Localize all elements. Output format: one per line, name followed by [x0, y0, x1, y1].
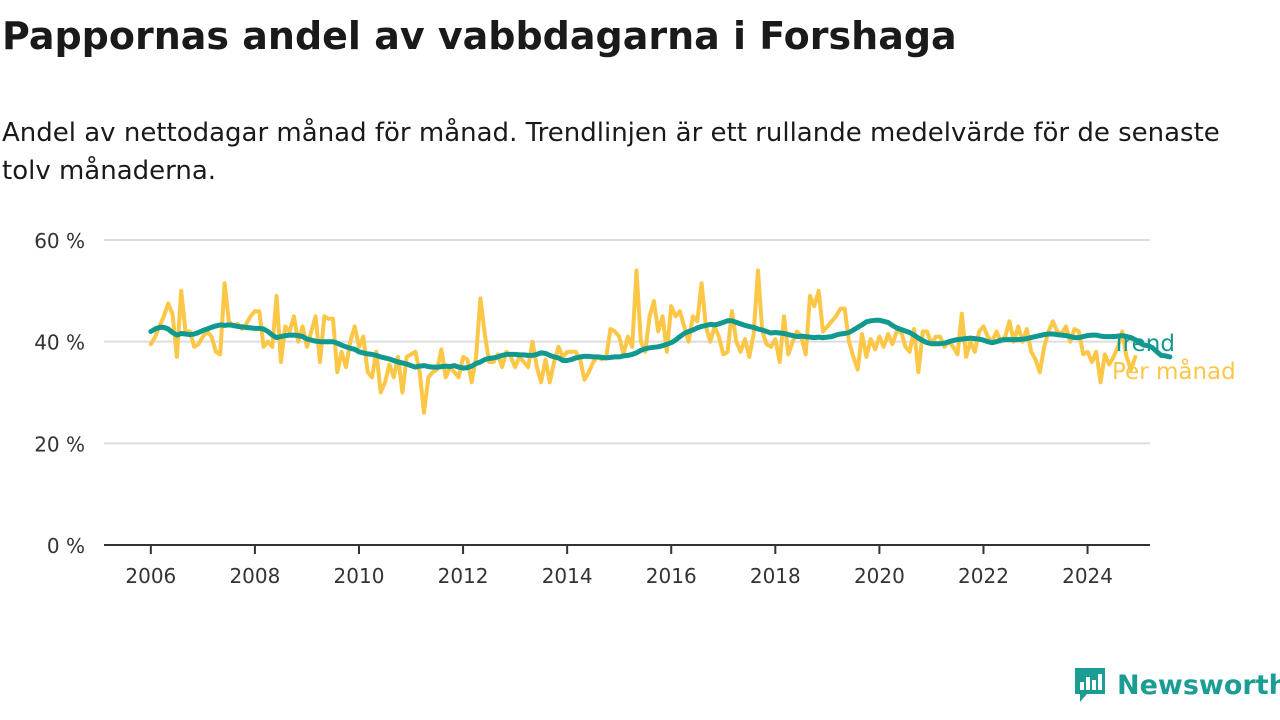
- x-tick-label: 2020: [854, 564, 905, 588]
- chart-subtitle: Andel av nettodagar månad för månad. Tre…: [2, 118, 1220, 186]
- x-tick-label: 2008: [229, 564, 280, 588]
- x-tick-label: 2006: [125, 564, 176, 588]
- y-tick-label: 0 %: [47, 534, 85, 558]
- x-tick-label: 2022: [958, 564, 1009, 588]
- x-tick-label: 2018: [750, 564, 801, 588]
- newsworthy-logo: Newsworthy: [1072, 664, 1280, 706]
- legend-label-per-manad: Per månad: [1112, 357, 1236, 385]
- y-axis-tick-labels: 0 % 20 % 40 % 60 %: [34, 229, 85, 558]
- legend-label-trend: Trend: [1111, 331, 1175, 357]
- y-tick-label: 40 %: [34, 331, 85, 355]
- chart-title: Pappornas andel av vabbdagarna i Forshag…: [2, 14, 957, 58]
- brand-name: Newsworthy: [1117, 669, 1280, 701]
- x-axis-tick-labels: 2006 2008 2010 2012 2014 2016 2018 2020 2022 2024: [125, 564, 1113, 588]
- series-lines: [148, 268, 1173, 415]
- x-axis: [104, 544, 1150, 554]
- y-tick-label: 60 %: [34, 229, 85, 253]
- series-line-per-m-nad: [148, 268, 1138, 415]
- x-tick-label: 2014: [542, 564, 593, 588]
- series-line-trend: [148, 317, 1173, 371]
- x-tick-label: 2024: [1062, 564, 1113, 588]
- x-tick-label: 2012: [438, 564, 489, 588]
- x-tick-label: 2010: [334, 564, 385, 588]
- newsworthy-chart-logo-icon: [1075, 668, 1105, 702]
- x-tick-label: 2016: [646, 564, 697, 588]
- y-tick-label: 20 %: [34, 432, 85, 456]
